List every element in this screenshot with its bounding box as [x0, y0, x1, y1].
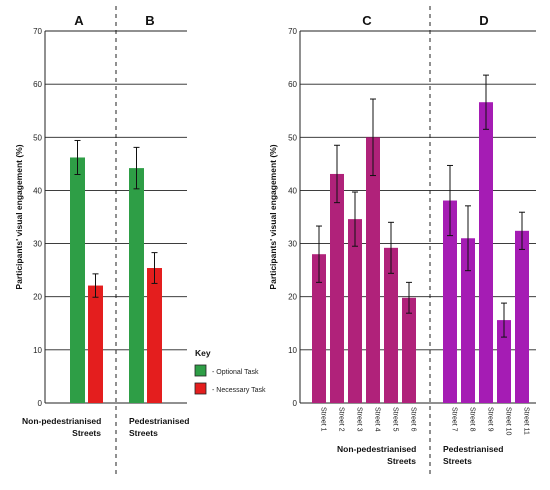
left-chart-y-tick-label: 30: [33, 240, 42, 249]
street-tick-label: Street 10: [505, 407, 512, 436]
left-chart-y-tick-label: 0: [38, 399, 43, 408]
right-chart-y-tick-label: 10: [288, 346, 297, 355]
street-tick-label: Street 3: [356, 407, 363, 432]
street-tick-label: Street 7: [451, 407, 458, 432]
left-bar-necessarytask: [147, 268, 162, 403]
street-tick-label: Street 2: [338, 407, 345, 432]
panel-label-d: D: [479, 13, 488, 28]
right-y-axis-label: Participants' visual engagement (%): [268, 144, 278, 289]
right-chart-y-tick-label: 40: [288, 186, 297, 195]
panel-label-b: B: [145, 13, 154, 28]
street-tick-label: Street 9: [487, 407, 494, 432]
left-chart-y-tick-label: 20: [33, 293, 42, 302]
right-bar-street: [461, 238, 475, 403]
right-group-label-pedestrianised: Streets: [443, 456, 472, 466]
right-bar-street: [497, 320, 511, 403]
legend-entry: - Optional Task: [212, 369, 259, 376]
right-chart-y-tick-label: 70: [288, 27, 297, 36]
right-bar-street: [330, 173, 344, 403]
right-chart-y-tick-label: 60: [288, 80, 297, 89]
right-chart-y-tick-label: 50: [288, 133, 297, 142]
right-bar-street: [312, 254, 326, 403]
left-group-label-pedestrianised: Streets: [129, 428, 158, 438]
panel-label-c: C: [362, 13, 372, 28]
street-tick-label: Street 1: [320, 407, 327, 432]
right-bar-street: [366, 137, 380, 404]
right-bar-street: [515, 230, 529, 403]
left-chart-y-tick-label: 10: [33, 346, 42, 355]
panel-label-a: A: [74, 13, 84, 28]
legend-entry: - Necessary Task: [212, 387, 266, 394]
left-group-label-non-pedestrianised: Streets: [72, 428, 101, 438]
street-tick-label: Street 5: [392, 407, 399, 432]
left-chart-y-tick-label: 70: [33, 27, 42, 36]
left-chart-y-tick-label: 40: [33, 186, 42, 195]
left-group-label-non-pedestrianised: Non-pedestrianised: [22, 416, 101, 426]
legend-swatch: [194, 364, 207, 377]
street-tick-label: Street 8: [469, 407, 476, 432]
street-tick-label: Street 6: [410, 407, 417, 432]
street-tick-label: Street 11: [523, 407, 530, 435]
left-bar-optionaltask: [129, 168, 144, 403]
left-chart-y-tick-label: 60: [33, 80, 42, 89]
right-bar-street: [402, 297, 416, 403]
right-group-label-non-pedestrianised: Streets: [387, 456, 416, 466]
left-chart-y-tick-label: 50: [33, 133, 42, 142]
left-bar-optionaltask: [70, 157, 85, 403]
right-bar-street: [443, 200, 457, 403]
left-y-axis-label: Participants' visual engagement (%): [14, 144, 24, 289]
right-chart-y-tick-label: 30: [288, 240, 297, 249]
right-chart-y-tick-label: 20: [288, 293, 297, 302]
right-bar-street: [479, 102, 493, 403]
street-tick-label: Street 4: [374, 407, 381, 432]
left-group-label-pedestrianised: Pedestrianised: [129, 416, 189, 426]
legend-swatch: [194, 382, 207, 395]
right-group-label-pedestrianised: Pedestrianised: [443, 444, 503, 454]
right-bar-street: [348, 219, 362, 403]
right-group-label-non-pedestrianised: Non-pedestrianised: [337, 444, 416, 454]
right-bar-street: [384, 247, 398, 403]
right-chart-y-tick-label: 0: [293, 399, 298, 408]
legend-title: Key: [195, 348, 211, 358]
left-bar-necessarytask: [88, 285, 103, 403]
